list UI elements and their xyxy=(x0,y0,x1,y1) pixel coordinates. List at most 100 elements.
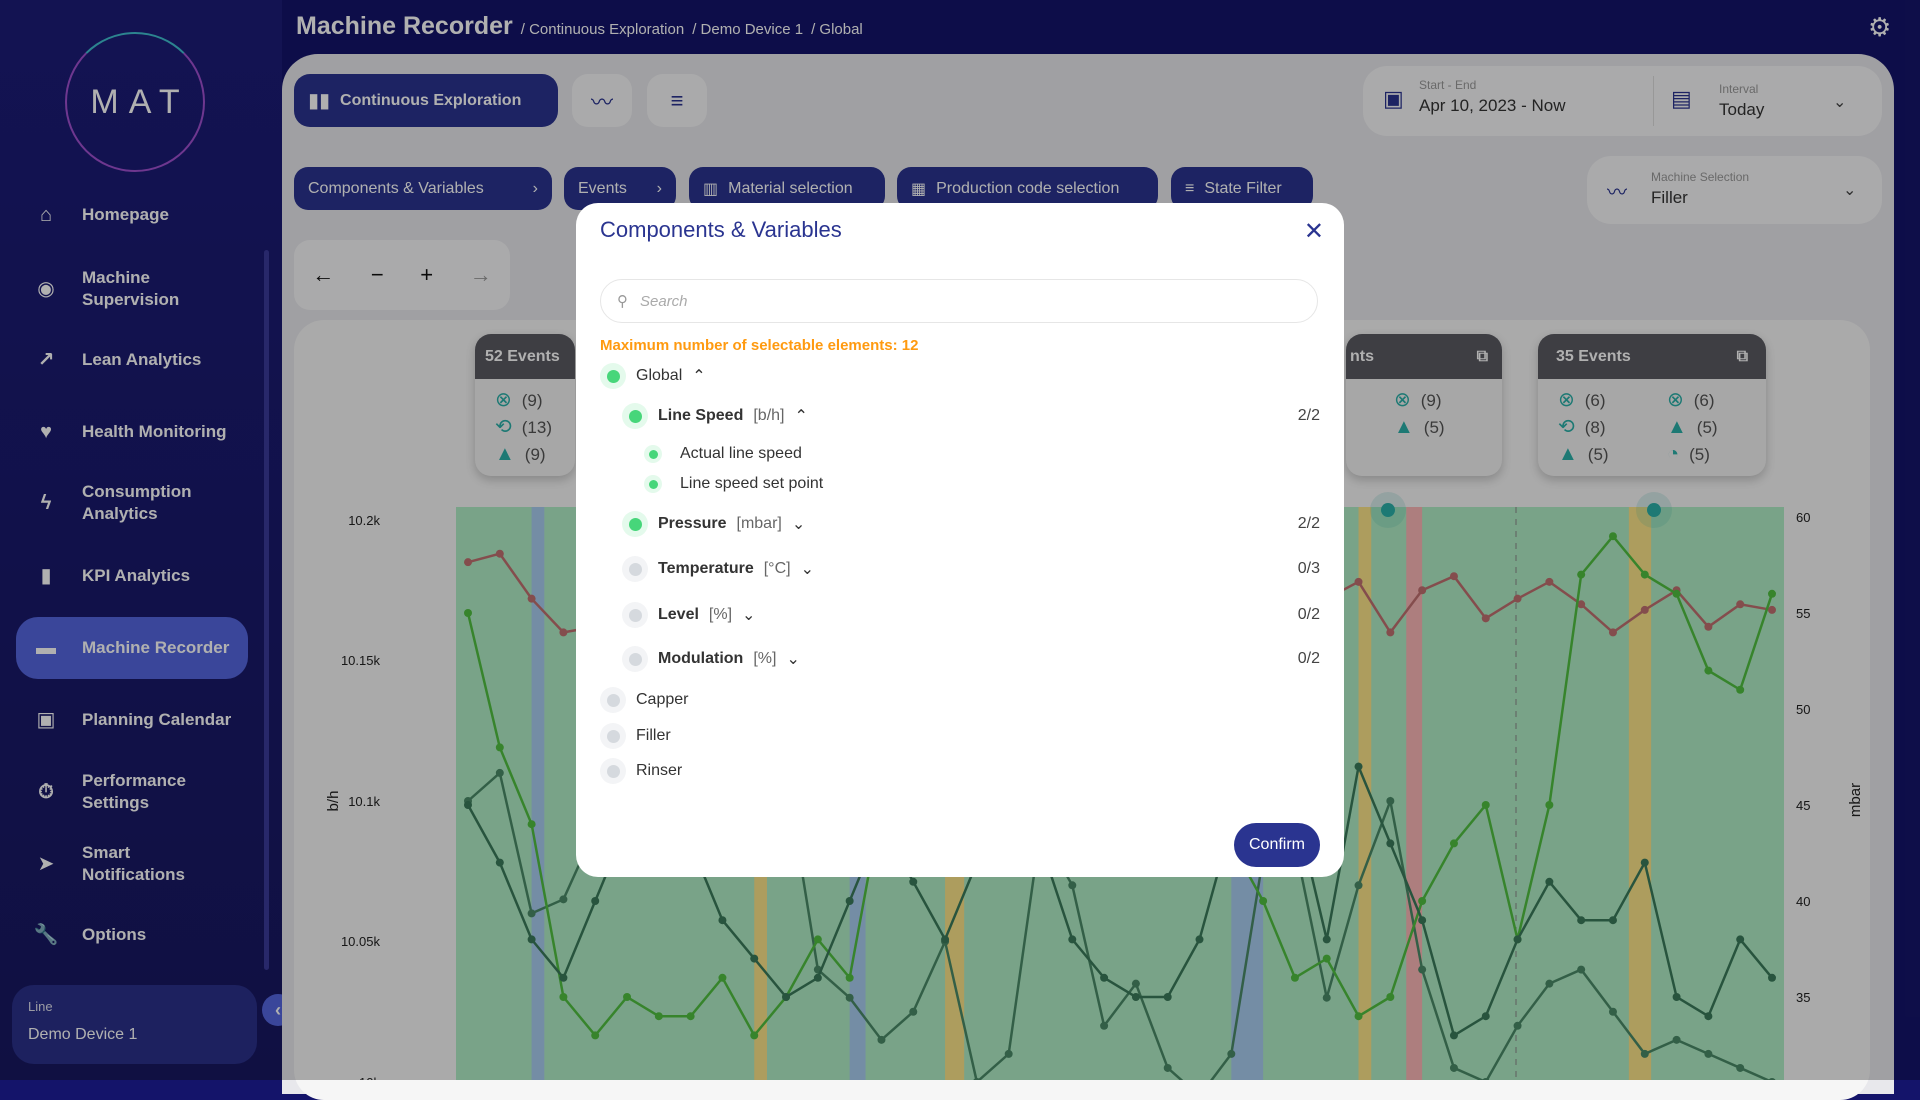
sidebar-scrollbar[interactable] xyxy=(264,250,269,970)
y2-tick-label: 35 xyxy=(1796,990,1810,1005)
chevron-down-icon[interactable]: ⌄ xyxy=(742,607,756,624)
bar-chart-icon: ▮▮ xyxy=(308,90,331,112)
sidebar-item-machine-supervision[interactable]: ◉ Machine Supervision xyxy=(16,267,248,311)
selection-dot[interactable] xyxy=(600,723,626,749)
arrow-right-icon[interactable]: → xyxy=(469,262,492,287)
line-label: Line xyxy=(28,999,53,1014)
breadcrumb-item[interactable]: / Demo Device 1 xyxy=(692,21,804,38)
tree-component[interactable]: Capper xyxy=(600,687,688,713)
sidebar-item-smart-notifications[interactable]: ➤ Smart Notifications xyxy=(16,842,248,886)
confirm-button[interactable]: Confirm xyxy=(1234,823,1320,867)
tree-group[interactable]: Pressure [mbar] ⌄ xyxy=(622,511,805,537)
trend-icon: ↗ xyxy=(37,349,55,371)
selection-dot[interactable] xyxy=(600,687,626,713)
tree-group[interactable]: Modulation [%] ⌄ xyxy=(622,646,800,672)
error-icon: ⊗ xyxy=(495,389,512,411)
warning-icon: ▲ xyxy=(1394,416,1414,438)
selection-dot[interactable] xyxy=(644,475,662,493)
selection-dot[interactable] xyxy=(644,445,662,463)
chevron-down-icon[interactable]: ⌄ xyxy=(786,651,800,668)
data-point xyxy=(1418,586,1427,595)
filter-material-selection[interactable]: ▥ Material selection xyxy=(689,167,885,210)
tree-component[interactable]: Filler xyxy=(600,723,671,749)
data-point xyxy=(1449,1031,1458,1040)
selection-dot[interactable] xyxy=(622,511,648,537)
continuous-exploration-button[interactable]: ▮▮ Continuous Exploration xyxy=(294,74,558,127)
tree-variable[interactable]: Line speed set point xyxy=(644,471,823,497)
selection-dot[interactable] xyxy=(600,758,626,784)
tree-group[interactable]: Line Speed [b/h] ⌃ xyxy=(622,403,808,429)
sidebar-item-planning-calendar[interactable]: ▣ Planning Calendar xyxy=(16,698,248,742)
components-variables-dialog: Components & Variables ✕ ⚲ Search Maximum… xyxy=(576,203,1344,877)
data-point xyxy=(1481,801,1490,809)
interval-value[interactable]: Today xyxy=(1719,100,1765,119)
chevron-down-icon[interactable]: ⌄ xyxy=(800,561,814,578)
sidebar-item-health-monitoring[interactable]: ♥ Health Monitoring xyxy=(16,410,248,454)
sidebar-item-lean-analytics[interactable]: ↗ Lean Analytics xyxy=(16,338,248,382)
filter-label: Events xyxy=(578,179,627,197)
open-external-icon[interactable]: ⧉ xyxy=(1476,347,1488,365)
tree-group[interactable]: Level [%] ⌄ xyxy=(622,602,755,628)
gear-icon[interactable]: ⚙ xyxy=(1868,12,1892,42)
sidebar-item-kpi-analytics[interactable]: ▮ KPI Analytics xyxy=(16,554,248,598)
tree-group[interactable]: Temperature [°C] ⌄ xyxy=(622,556,814,582)
tree-component[interactable]: Rinser xyxy=(600,758,682,784)
chevron-right-icon: › xyxy=(532,179,538,197)
sidebar-item-label: Lean Analytics xyxy=(82,350,202,369)
filter-label: Production code selection xyxy=(936,179,1120,197)
breadcrumb-item[interactable]: / Global xyxy=(811,21,863,38)
selection-dot[interactable] xyxy=(622,646,648,672)
chevron-down-icon[interactable]: ⌄ xyxy=(791,516,806,533)
data-point xyxy=(1322,954,1331,963)
event-summary-box[interactable]: 35 Events ⧉ ⊗ (6) ⊗ (6) ⟲ (8) ▲ (5) ▲ (5) ◔ (5) xyxy=(1538,334,1766,476)
selection-dot[interactable] xyxy=(622,602,648,628)
bar-chart-icon: ▮ xyxy=(40,565,52,587)
barcode-icon: ▦ xyxy=(911,180,927,198)
tree-item-global[interactable]: Global ⌃ xyxy=(600,363,706,389)
filter-production-code-selection[interactable]: ▦ Production code selection xyxy=(897,167,1158,210)
sidebar-item-homepage[interactable]: ⌂ Homepage xyxy=(16,193,248,237)
filter-events[interactable]: Events › xyxy=(564,167,676,210)
selection-dot[interactable] xyxy=(622,556,648,582)
selection-dot[interactable] xyxy=(600,363,626,389)
data-point xyxy=(1322,935,1331,944)
restart-icon: ⟲ xyxy=(1558,416,1575,438)
warning-icon: ▲ xyxy=(495,443,515,465)
event-count-value: (5) xyxy=(1689,445,1710,464)
list-view-button[interactable]: ≡ xyxy=(647,74,707,127)
date-range-field[interactable]: ▣ Start - End Apr 10, 2023 - Now ▤ Inter… xyxy=(1363,66,1882,136)
send-icon: ➤ xyxy=(37,853,55,875)
chevron-up-icon[interactable]: ⌃ xyxy=(794,408,808,425)
tree-variable[interactable]: Actual line speed xyxy=(644,441,802,467)
selection-dot[interactable] xyxy=(622,403,648,429)
breadcrumb-item[interactable]: / Continuous Exploration xyxy=(520,21,685,38)
data-point xyxy=(1672,993,1681,1001)
line-selector[interactable]: Line Demo Device 1 xyxy=(12,985,257,1064)
open-external-icon[interactable]: ⧉ xyxy=(1736,347,1748,365)
search-input[interactable]: ⚲ Search xyxy=(600,279,1318,323)
event-summary-box[interactable]: 52 Events ⊗ (9) ⟲ (13) ▲ (9) xyxy=(475,334,575,476)
sidebar-item-consumption-analytics[interactable]: ϟ Consumption Analytics xyxy=(16,481,248,525)
chevron-up-icon[interactable]: ⌃ xyxy=(692,368,706,385)
arrow-left-icon[interactable]: ← xyxy=(312,262,335,287)
event-count-value: (6) xyxy=(1584,391,1606,410)
close-icon[interactable]: ✕ xyxy=(1303,218,1324,245)
zoom-out-icon[interactable]: − xyxy=(370,262,384,287)
selection-count: 2/2 xyxy=(1297,515,1320,532)
chevron-down-icon[interactable]: ⌄ xyxy=(1833,94,1847,111)
chevron-down-icon[interactable]: ⌄ xyxy=(1843,182,1857,199)
data-point xyxy=(1481,614,1490,623)
group-name: Modulation xyxy=(658,650,744,667)
line-chart-view-button[interactable]: 〰 xyxy=(572,74,632,127)
filter-state-filter[interactable]: ≡ State Filter xyxy=(1171,167,1313,210)
event-summary-box[interactable]: nts ⧉ ⊗ (9) ▲ (5) xyxy=(1346,334,1502,476)
data-point xyxy=(495,858,504,867)
sidebar-item-machine-recorder[interactable]: ▬ Machine Recorder xyxy=(16,617,248,679)
sidebar-item-performance-settings[interactable]: ⏱ Performance Settings xyxy=(16,770,248,814)
filter-components-variables[interactable]: Components & Variables › xyxy=(294,167,552,210)
machine-selection-field[interactable]: 〰 Machine Selection Filler ⌄ xyxy=(1587,156,1882,224)
sidebar-item-options[interactable]: 🔧 Options xyxy=(16,913,248,957)
event-count-value: (9) xyxy=(1420,391,1442,410)
zoom-in-icon[interactable]: + xyxy=(420,262,434,287)
y2-tick-label: 40 xyxy=(1796,894,1810,909)
